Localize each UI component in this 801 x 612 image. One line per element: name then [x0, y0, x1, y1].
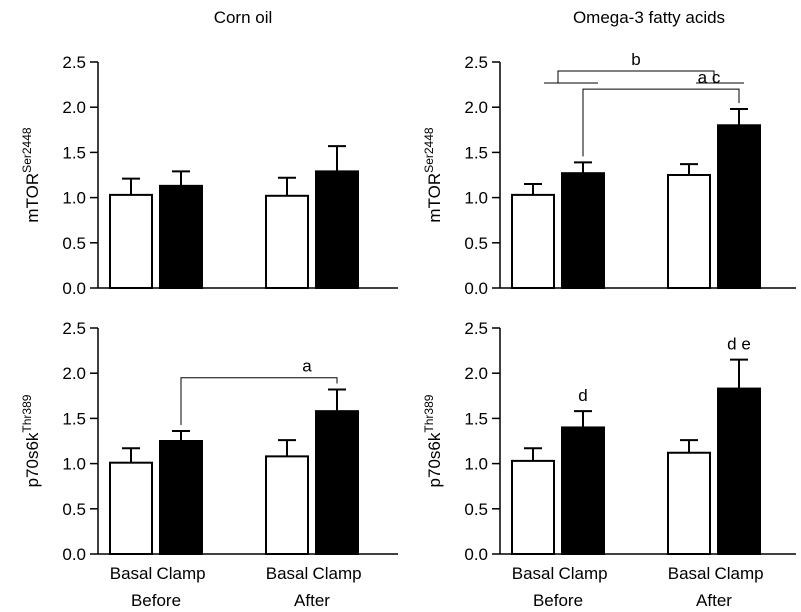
significance-label: d [578, 386, 587, 405]
y-tick-label: 0.0 [464, 545, 488, 564]
significance-label: b [631, 50, 640, 69]
bar [315, 170, 359, 289]
y-axis-label-main: mTOR [23, 173, 42, 223]
y-axis-label-superscript: Thr389 [20, 394, 34, 432]
bar [109, 461, 153, 556]
y-tick-label: 1.0 [62, 455, 86, 474]
bar [511, 459, 555, 555]
bar [109, 193, 153, 289]
bar [717, 124, 761, 289]
bar [159, 440, 203, 555]
y-tick-label: 2.0 [464, 98, 488, 117]
x-group-label: After [696, 591, 732, 610]
panel-1: Corn oil 0.0 0.5 1.0 1.5 2.0 2.5 mTORSer2448 [20, 8, 398, 298]
x-category-label: Basal [668, 564, 711, 583]
y-axis-label-main: mTOR [425, 173, 444, 223]
x-category-label: Clamp [558, 564, 607, 583]
y-tick-label: 0.5 [62, 234, 86, 253]
significance-bracket [180, 377, 338, 426]
bar [265, 455, 309, 556]
bar [265, 194, 309, 290]
x-category-label: Basal [110, 564, 153, 583]
significance-label: a [302, 357, 312, 376]
bar [667, 451, 711, 556]
y-tick-label: 0.0 [62, 279, 86, 298]
y-tick-label: 1.0 [464, 189, 488, 208]
y-tick-label: 0.0 [62, 545, 86, 564]
y-tick-label: 0.0 [464, 279, 488, 298]
y-tick-label: 2.0 [62, 364, 86, 383]
bar [561, 172, 605, 289]
y-tick-label: 2.5 [62, 53, 86, 72]
y-tick-label: 0.5 [62, 500, 86, 519]
x-category-label: Clamp [714, 564, 763, 583]
y-tick-label: 1.5 [62, 143, 86, 162]
y-tick-label: 0.5 [464, 234, 488, 253]
y-axis-label: p70s6kThr389 [422, 394, 444, 487]
y-tick-label: 2.0 [464, 364, 488, 383]
y-tick-label: 0.5 [464, 500, 488, 519]
y-axis-label-main: p70s6k [425, 432, 444, 487]
x-group-label: After [294, 591, 330, 610]
x-category-label: Clamp [156, 564, 205, 583]
bar [717, 387, 761, 555]
y-tick-label: 1.0 [62, 189, 86, 208]
y-tick-label: 2.5 [464, 319, 488, 338]
x-category-label: Clamp [312, 564, 361, 583]
y-axis-label-superscript: Ser2448 [422, 127, 436, 173]
panel-2: Omega-3 fatty acids 0.0 0.5 1.0 1.5 2.0 2.5 mTO… [422, 8, 796, 298]
y-axis-label-main: p70s6k [23, 432, 42, 487]
panel-title: Corn oil [214, 8, 273, 27]
y-axis-label: mTORSer2448 [422, 127, 444, 222]
x-category-label: Basal [266, 564, 309, 583]
bar [511, 193, 555, 289]
significance-bracket [557, 70, 715, 84]
bar [667, 174, 711, 289]
y-tick-label: 2.5 [62, 319, 86, 338]
y-tick-label: 2.5 [464, 53, 488, 72]
x-group-label: Before [533, 591, 583, 610]
x-category-label: Basal [512, 564, 555, 583]
significance-label: a c [698, 68, 721, 87]
significance-label: d e [727, 335, 751, 354]
y-tick-label: 1.0 [464, 455, 488, 474]
y-tick-label: 2.0 [62, 98, 86, 117]
y-tick-label: 1.5 [464, 143, 488, 162]
y-tick-label: 1.5 [464, 409, 488, 428]
significance-bracket [582, 88, 740, 157]
bar [561, 426, 605, 555]
panel-title: Omega-3 fatty acids [573, 8, 725, 27]
x-group-label: Before [131, 591, 181, 610]
y-tick-label: 1.5 [62, 409, 86, 428]
bar [315, 410, 359, 555]
y-axis-label-superscript: Ser2448 [20, 127, 34, 173]
y-axis-label: mTORSer2448 [20, 127, 42, 222]
bar [159, 184, 203, 290]
y-axis-label: p70s6kThr389 [20, 394, 42, 487]
y-axis-label-superscript: Thr389 [422, 394, 436, 432]
